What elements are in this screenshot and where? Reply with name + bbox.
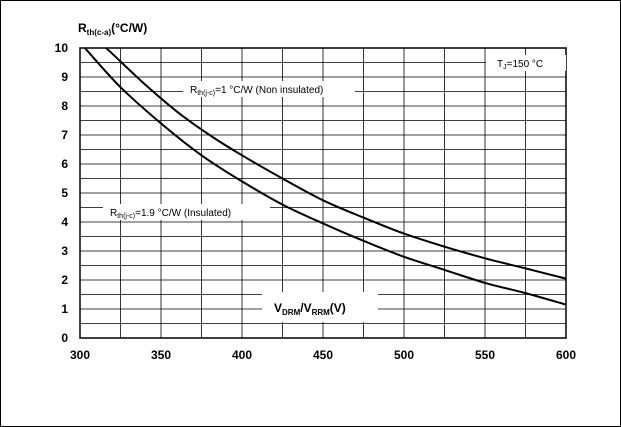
series-line-2 xyxy=(84,47,567,306)
series-2-label-sub: th(j-c) xyxy=(117,213,135,220)
series-line-1 xyxy=(105,47,567,280)
series-1-label-main: R xyxy=(190,85,197,96)
series-2-label-main: R xyxy=(110,208,117,219)
x-axis-title: VDRM/VRRM(V) xyxy=(274,301,346,317)
series-1-label-sub: th(j-c) xyxy=(197,90,215,97)
condition-main: T xyxy=(497,59,503,70)
y-tick-label: 7 xyxy=(61,128,68,142)
y-tick-label: 4 xyxy=(61,215,68,229)
y-tick-labels: 0 1 2 3 4 5 6 7 8 9 10 xyxy=(55,41,69,345)
x-axis-title-slash: /V xyxy=(300,301,311,315)
condition-box xyxy=(486,55,566,71)
series-2-label: Rth(j-c)=1.9 °C/W (Insulated) xyxy=(110,208,231,220)
series-1-label: Rth(j-c)=1 °C/W (Non insulated) xyxy=(190,85,323,97)
x-axis-title-v1: V xyxy=(274,301,282,315)
series-lines xyxy=(84,47,567,306)
x-tick-label: 350 xyxy=(151,348,171,362)
condition-label: TJ=150 °C xyxy=(497,59,543,71)
y-tick-label: 8 xyxy=(61,99,68,113)
x-axis-title-box xyxy=(262,292,378,322)
condition-rest: =150 °C xyxy=(507,59,544,70)
y-tick-label: 1 xyxy=(61,302,68,316)
x-tick-labels: 300 350 400 450 500 550 600 xyxy=(70,348,576,362)
y-axis-title-unit: (°C/W) xyxy=(111,21,147,35)
y-tick-label: 3 xyxy=(61,244,68,258)
x-tick-label: 600 xyxy=(556,348,576,362)
y-tick-label: 10 xyxy=(55,41,69,55)
x-axis-title-unit: (V) xyxy=(330,301,346,315)
y-tick-label: 9 xyxy=(61,70,68,84)
x-tick-label: 550 xyxy=(475,348,495,362)
y-tick-label: 2 xyxy=(61,273,68,287)
x-axis-title-s2: RRM xyxy=(312,308,331,317)
y-tick-label: 5 xyxy=(61,186,68,200)
y-tick-label: 6 xyxy=(61,157,68,171)
series-2-label-box xyxy=(103,204,270,220)
series-1-label-rest: =1 °C/W (Non insulated) xyxy=(215,85,323,96)
y-axis-title-sub: th(c-a) xyxy=(87,28,112,37)
series-1-label-box xyxy=(183,81,355,97)
x-tick-label: 300 xyxy=(70,348,90,362)
x-tick-label: 450 xyxy=(313,348,333,362)
x-tick-label: 400 xyxy=(232,348,252,362)
series-2-label-rest: =1.9 °C/W (Insulated) xyxy=(135,208,231,219)
x-axis-title-s1: DRM xyxy=(282,308,301,317)
y-tick-label: 0 xyxy=(61,331,68,345)
condition-sub: J xyxy=(503,64,507,71)
x-tick-label: 500 xyxy=(394,348,414,362)
y-axis-title-main: R xyxy=(78,21,87,35)
y-axis-title: Rth(c-a)(°C/W) xyxy=(78,21,147,37)
plot-area-border xyxy=(79,47,567,339)
